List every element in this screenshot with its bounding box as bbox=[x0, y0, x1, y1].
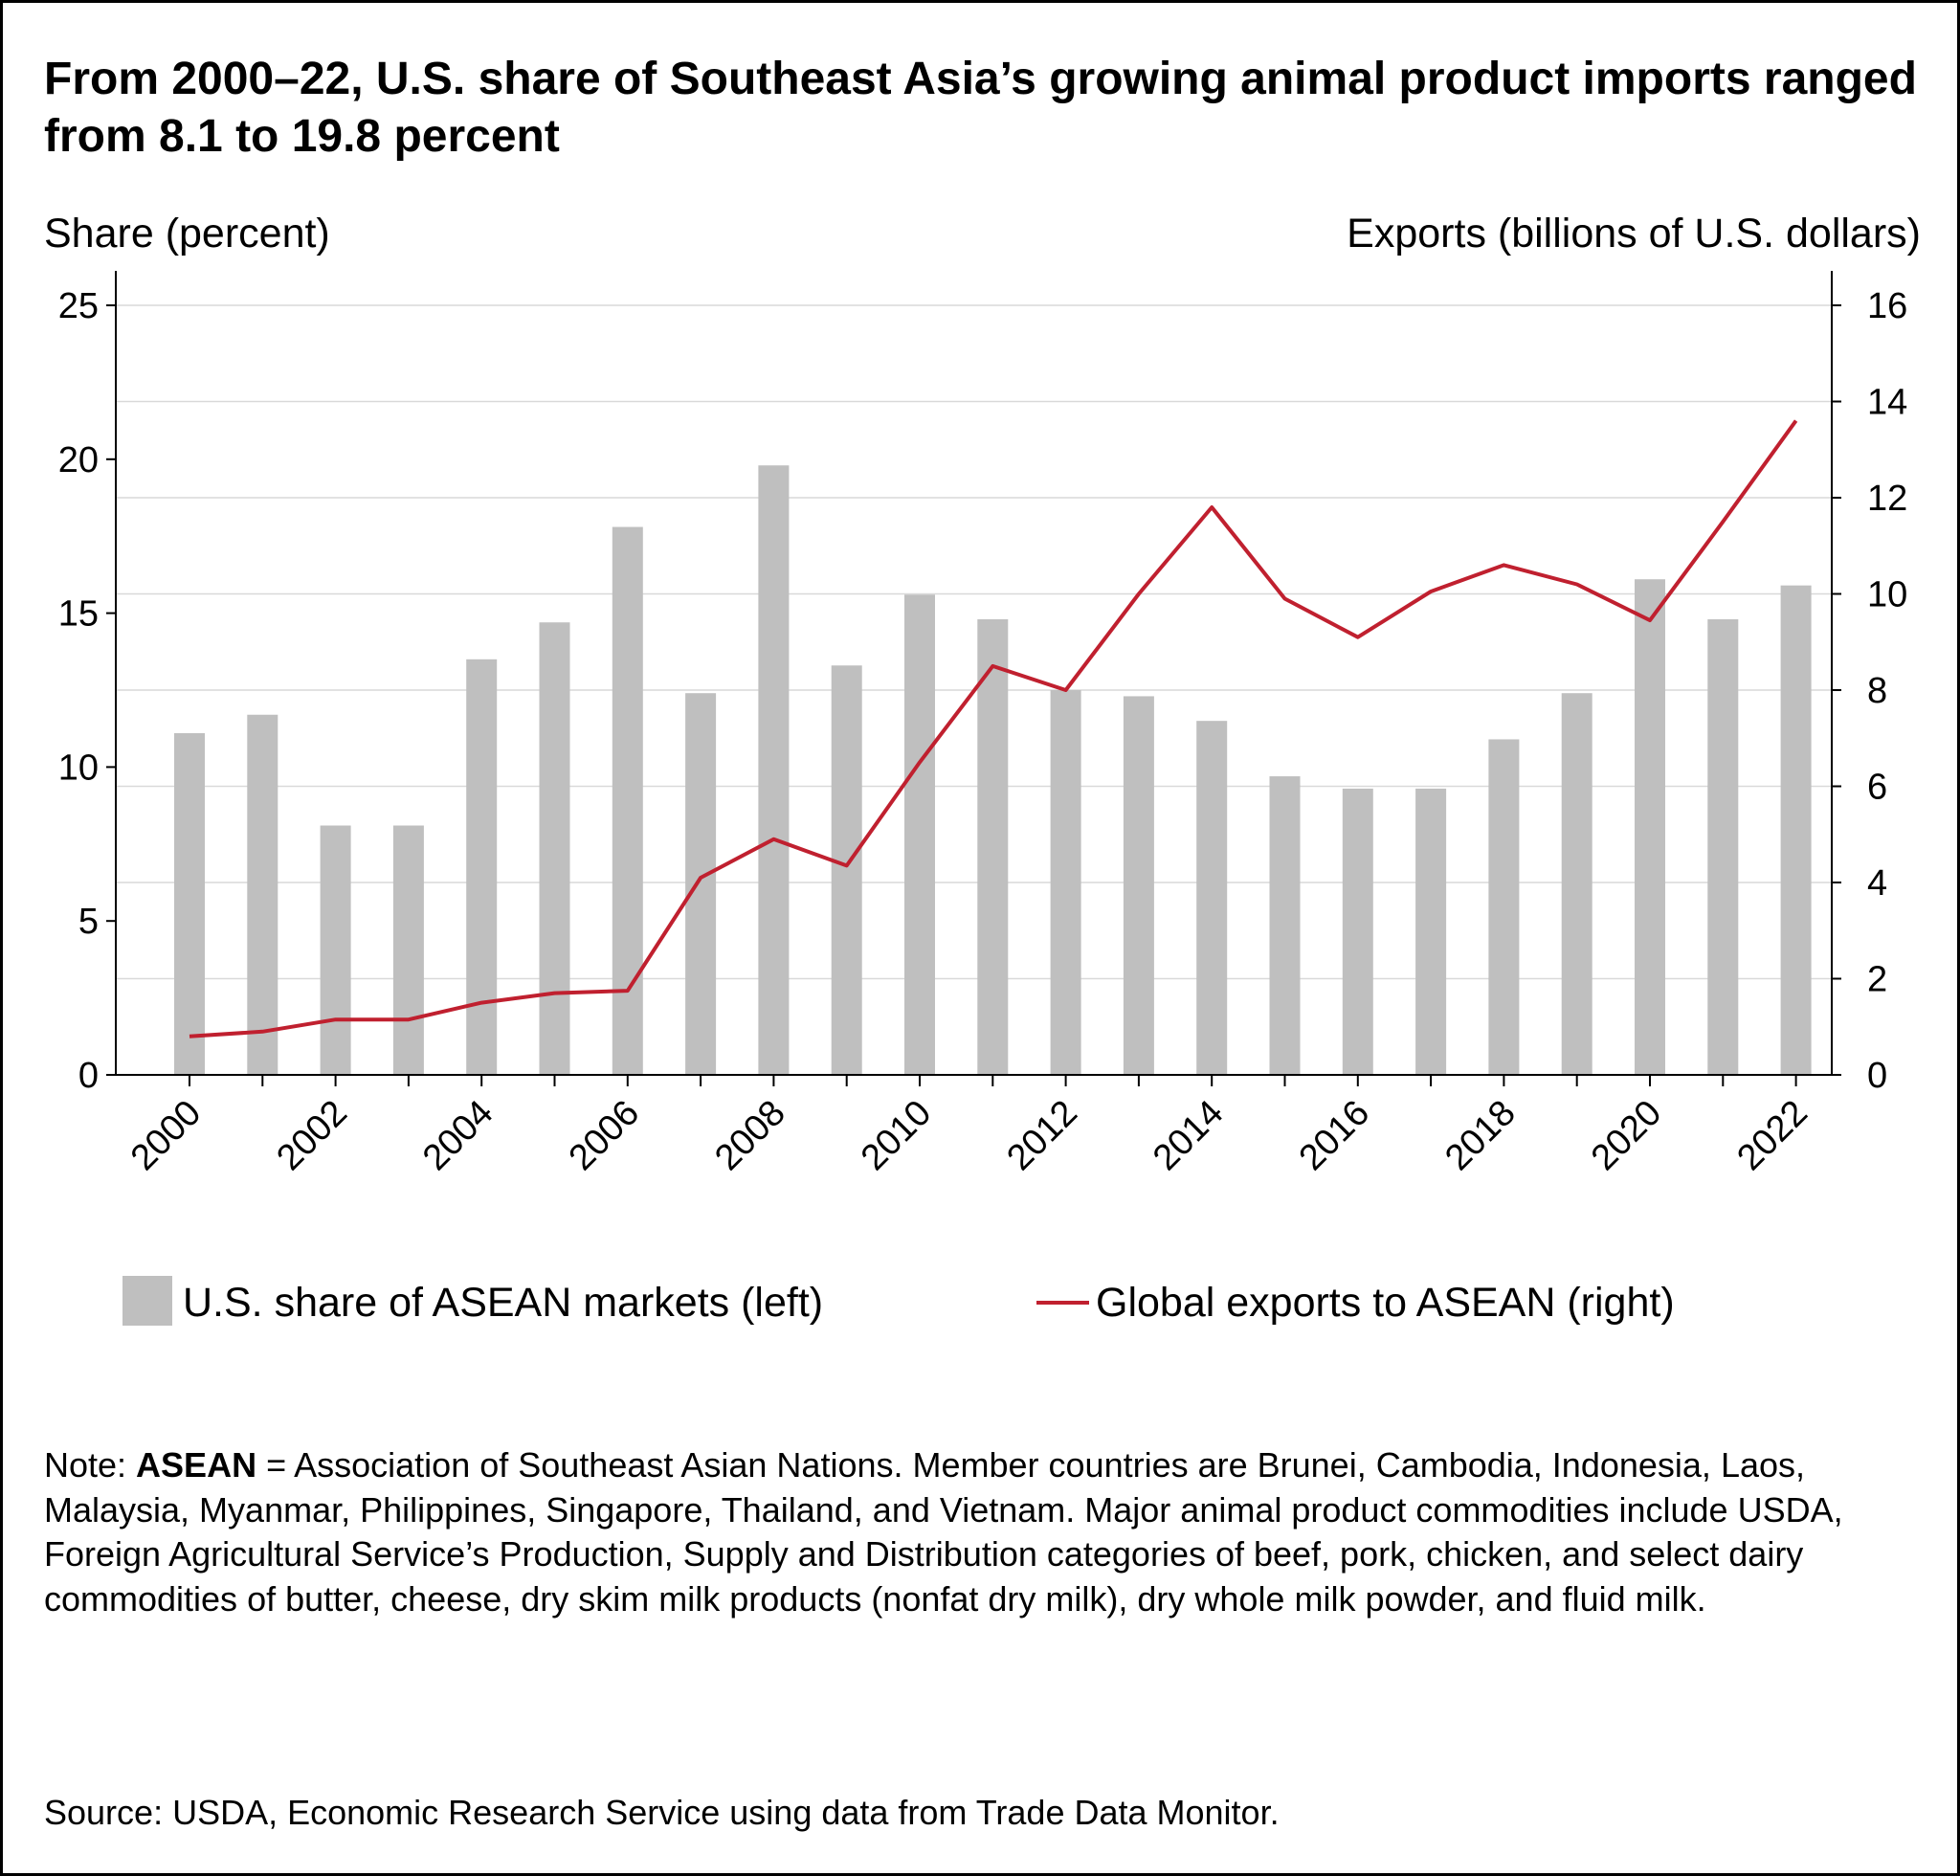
bar bbox=[1196, 721, 1228, 1075]
bar bbox=[466, 659, 498, 1075]
bar bbox=[1707, 619, 1739, 1075]
x-tick-label: 2022 bbox=[1729, 1093, 1815, 1178]
right-tick-label: 14 bbox=[1867, 383, 1907, 423]
left-tick-label: 5 bbox=[78, 902, 99, 942]
bar bbox=[977, 619, 1009, 1075]
right-tick-label: 6 bbox=[1867, 768, 1887, 808]
right-tick-label: 16 bbox=[1867, 286, 1907, 326]
x-tick-label: 2000 bbox=[123, 1093, 209, 1178]
note-text: = Association of Southeast Asian Nations… bbox=[44, 1445, 1843, 1619]
x-tick-label: 2008 bbox=[707, 1093, 792, 1178]
x-tick-label: 2016 bbox=[1292, 1093, 1377, 1178]
axes bbox=[106, 271, 1841, 1086]
right-tick-label: 8 bbox=[1867, 671, 1887, 711]
chart: 0 5 10 15 20 25 0 2 4 6 8 10 12 14 16 2000 2002 2004 2006 2… bbox=[44, 211, 1921, 1326]
note-term: ASEAN bbox=[136, 1445, 257, 1485]
bar bbox=[831, 665, 862, 1075]
x-tick-label: 2020 bbox=[1584, 1093, 1669, 1178]
bar bbox=[1780, 585, 1812, 1075]
right-tick-label: 12 bbox=[1867, 479, 1907, 519]
left-axis-title: Share (percent) bbox=[44, 211, 330, 257]
bar bbox=[1050, 690, 1081, 1075]
bar bbox=[1415, 788, 1447, 1075]
left-tick-label: 25 bbox=[58, 286, 99, 326]
note-prefix: Note: bbox=[44, 1445, 137, 1485]
x-tick-label: 2006 bbox=[562, 1093, 647, 1178]
line-series bbox=[189, 419, 1798, 1038]
right-tick-label: 0 bbox=[1867, 1056, 1887, 1096]
right-tick-label: 2 bbox=[1867, 960, 1887, 1000]
left-tick-label: 10 bbox=[58, 748, 99, 788]
chart-title: From 2000–22, U.S. share of Southeast As… bbox=[44, 54, 1917, 162]
x-tick-label: 2018 bbox=[1437, 1093, 1523, 1178]
bar bbox=[1123, 696, 1154, 1075]
bar bbox=[1488, 739, 1520, 1075]
bar bbox=[612, 526, 643, 1075]
bar bbox=[904, 594, 935, 1075]
source-note: Source: USDA, Economic Research Service … bbox=[44, 1793, 1280, 1832]
bar bbox=[247, 714, 278, 1075]
right-tick-label: 10 bbox=[1867, 575, 1907, 615]
bar bbox=[1561, 693, 1592, 1075]
x-tick-label: 2010 bbox=[854, 1093, 939, 1178]
bar bbox=[1342, 788, 1373, 1075]
legend: U.S. share of ASEAN markets (left) Global… bbox=[122, 1276, 1675, 1326]
bar bbox=[392, 825, 424, 1075]
bar bbox=[539, 622, 570, 1075]
left-tick-label: 0 bbox=[78, 1056, 99, 1096]
exports-line bbox=[189, 419, 1798, 1038]
bar bbox=[685, 693, 717, 1075]
x-tick-label: 2002 bbox=[269, 1093, 354, 1178]
right-tick-label: 4 bbox=[1867, 863, 1887, 904]
bar bbox=[174, 733, 205, 1075]
x-tick-label: 2012 bbox=[999, 1093, 1084, 1178]
left-tick-label: 20 bbox=[58, 440, 99, 480]
bar bbox=[320, 825, 351, 1075]
x-tick-label: 2014 bbox=[1146, 1093, 1231, 1178]
bars bbox=[174, 465, 1812, 1075]
right-axis-title: Exports (billions of U.S. dollars) bbox=[1347, 211, 1921, 257]
gridlines bbox=[116, 304, 1832, 980]
left-tick-label: 15 bbox=[58, 594, 99, 635]
bar bbox=[1635, 579, 1665, 1075]
legend-swatch-share bbox=[122, 1276, 172, 1326]
note: Note: ASEAN = Association of Southeast A… bbox=[44, 1443, 1929, 1621]
bar bbox=[758, 465, 790, 1075]
legend-label-exports: Global exports to ASEAN (right) bbox=[1096, 1280, 1675, 1326]
legend-label-share: U.S. share of ASEAN markets (left) bbox=[183, 1280, 823, 1326]
x-tick-label: 2004 bbox=[415, 1093, 501, 1178]
bar bbox=[1269, 776, 1301, 1075]
